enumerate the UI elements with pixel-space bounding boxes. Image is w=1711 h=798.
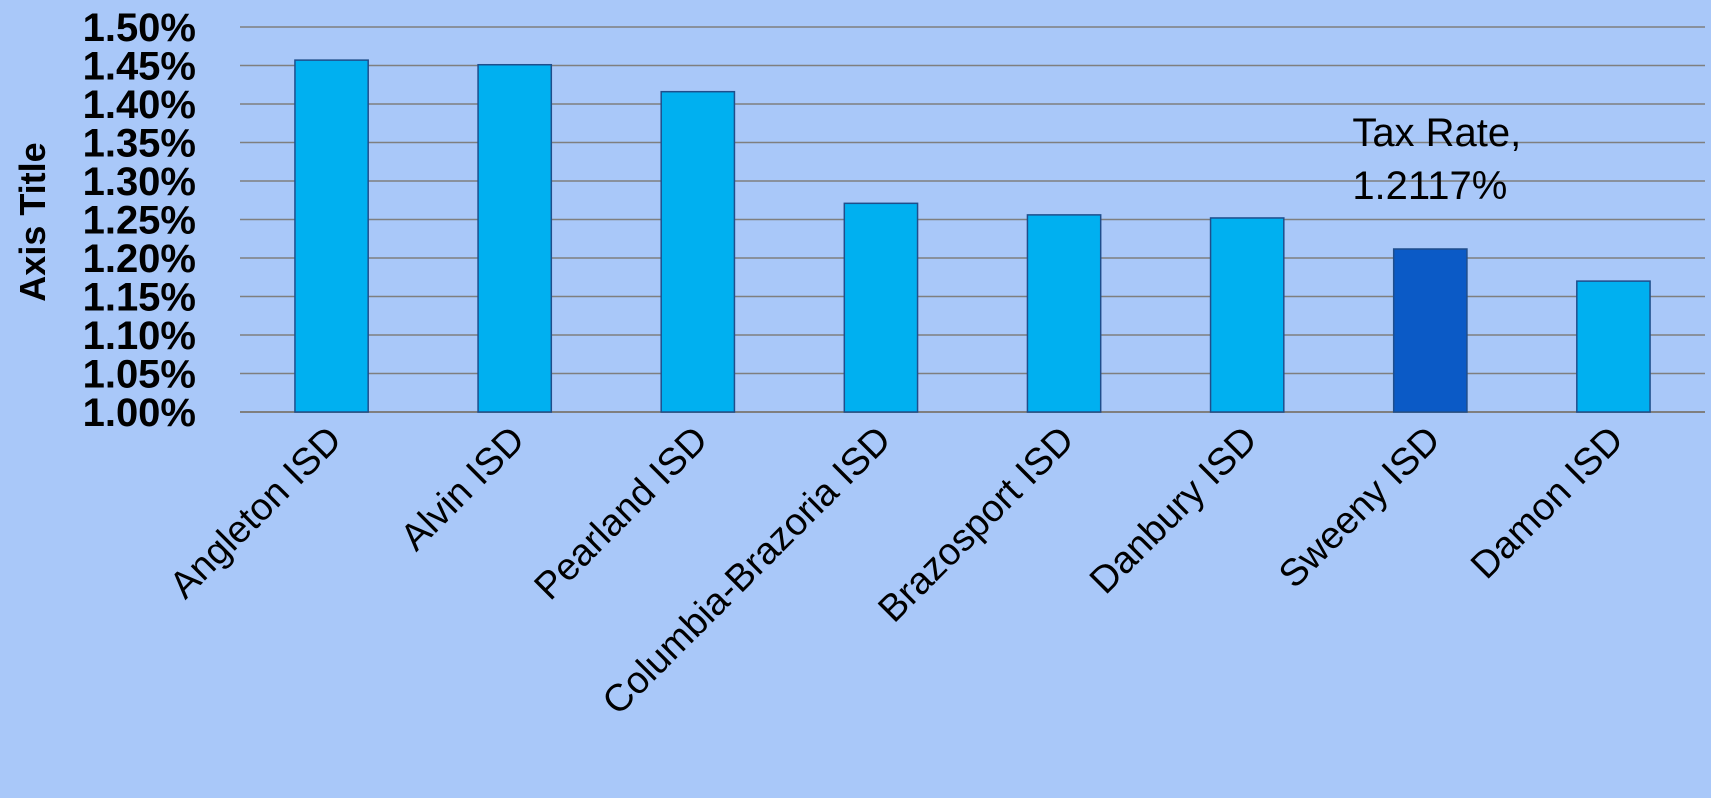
bars: [294, 59, 1651, 413]
bar-danbury-isd: [1209, 217, 1285, 413]
x-tick-label: Alvin ISD: [393, 419, 533, 559]
bar-alvin-isd: [477, 63, 553, 413]
bar-columbia-brazoria-isd: [843, 202, 919, 413]
y-tick-label: 1.15%: [83, 276, 196, 320]
bar-angleton-isd: [294, 59, 369, 413]
y-tick-label: 1.35%: [83, 122, 196, 166]
bar-pearland-isd: [660, 90, 736, 413]
x-tick-label: Damon ISD: [1463, 419, 1632, 588]
y-tick-label: 1.25%: [83, 199, 196, 243]
annotation-line-1: Tax Rate,: [1352, 111, 1521, 155]
bar-brazosport-isd: [1026, 214, 1102, 413]
y-tick-label: 1.50%: [83, 6, 196, 50]
y-tick-label: 1.05%: [83, 353, 196, 397]
y-axis-tick-labels: 1.00%1.05%1.10%1.15%1.20%1.25%1.30%1.35%…: [83, 6, 196, 435]
y-tick-label: 1.40%: [83, 83, 196, 127]
gridlines: [240, 26, 1705, 413]
x-tick-label: Brazosport ISD: [871, 419, 1083, 631]
bar-damon-isd: [1576, 280, 1651, 413]
y-tick-label: 1.20%: [83, 237, 196, 281]
annotation-line-2: 1.2117%: [1352, 164, 1507, 208]
x-tick-label: Danbury ISD: [1082, 419, 1266, 603]
data-label-annotation: Tax Rate, 1.2117%: [1352, 111, 1521, 208]
y-tick-label: 1.00%: [83, 391, 196, 435]
y-tick-label: 1.30%: [83, 160, 196, 204]
x-tick-label: Angleton ISD: [162, 419, 350, 607]
y-tick-label: 1.10%: [83, 314, 196, 358]
bar-sweeny-isd: [1392, 248, 1468, 413]
y-tick-label: 1.45%: [83, 45, 196, 89]
y-axis-title: Axis Title: [12, 142, 53, 301]
x-tick-label: Pearland ISD: [527, 419, 717, 609]
x-tick-label: Sweeny ISD: [1271, 419, 1449, 597]
